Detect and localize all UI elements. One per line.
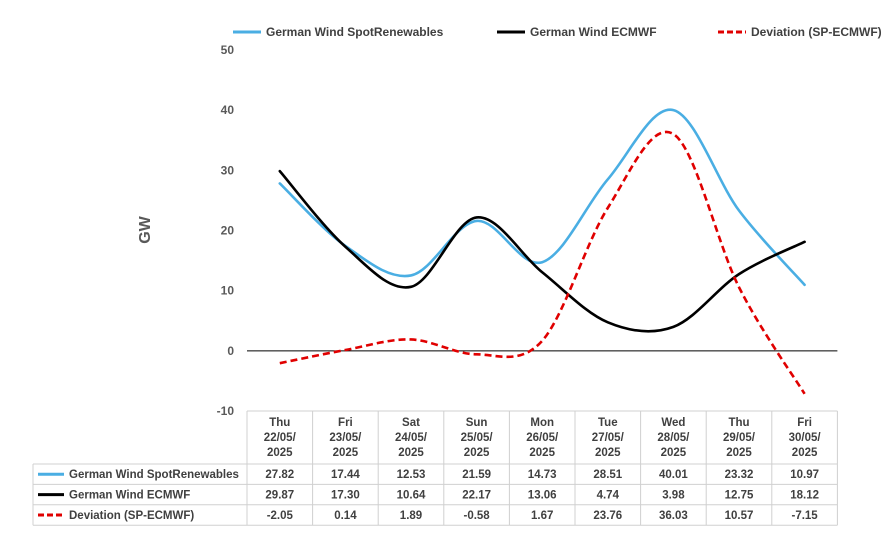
table-row-label: German Wind SpotRenewables [69, 469, 239, 481]
data-label: 13.06 [528, 490, 557, 502]
data-label: 23.76 [593, 510, 622, 522]
series-line-1 [278, 108, 806, 287]
x-tick-label: Mon [530, 417, 554, 429]
data-label: 0.14 [334, 510, 357, 522]
data-label: 1.67 [531, 510, 553, 522]
x-tick-label: 30/05/ [789, 432, 822, 444]
data-label: 21.59 [462, 469, 491, 481]
x-tick-label: Fri [797, 417, 812, 429]
x-tick-label: Wed [661, 417, 685, 429]
data-label: -0.58 [463, 510, 490, 522]
y-tick-label: 30 [221, 163, 235, 177]
y-axis-label: GW [137, 215, 154, 243]
data-label: 4.74 [597, 490, 620, 502]
series-line-3 [279, 130, 806, 395]
data-table: Thu 22/05/2025 Fri 23/05/2025 Sat 24/05/2025 S… [32, 410, 838, 526]
legend-label: Deviation (SP-ECMWF) [751, 25, 882, 39]
data-label: 22.17 [462, 490, 491, 502]
y-tick-label: 20 [221, 224, 235, 238]
x-tick-label: Thu [269, 417, 290, 429]
data-label: 23.32 [725, 469, 754, 481]
data-label: 17.44 [331, 469, 360, 481]
data-label: 1.89 [400, 510, 422, 522]
data-label: 28.51 [593, 469, 622, 481]
x-tick-label: 2025 [792, 447, 818, 459]
x-tick-label: 28/05/ [657, 432, 690, 444]
y-tick-label: 40 [221, 103, 235, 117]
x-tick-label: Sun [466, 417, 488, 429]
x-tick-label: 22/05/ [264, 432, 297, 444]
x-tick-label: 25/05/ [461, 432, 494, 444]
data-label: 27.82 [265, 469, 294, 481]
y-tick-label: -10 [217, 404, 235, 418]
legend-label: German Wind ECMWF [530, 25, 657, 39]
y-tick-label: 10 [221, 284, 235, 298]
x-tick-label: Tue [598, 417, 618, 429]
data-label: 10.97 [790, 469, 819, 481]
x-tick-label: 2025 [267, 447, 293, 459]
y-tick-label: 0 [227, 344, 234, 358]
data-label: 18.12 [790, 490, 819, 502]
data-label: 12.53 [397, 469, 426, 481]
data-label: 29.87 [265, 490, 294, 502]
x-tick-label: 24/05/ [395, 432, 428, 444]
x-tick-label: 2025 [726, 447, 752, 459]
x-tick-label: 2025 [595, 447, 621, 459]
x-tick-label: 26/05/ [526, 432, 559, 444]
x-tick-label: 2025 [529, 447, 555, 459]
x-tick-label: 2025 [661, 447, 687, 459]
x-tick-label: Thu [728, 417, 749, 429]
series-line-2 [278, 169, 806, 333]
data-label: 10.64 [397, 490, 426, 502]
table-row-label: German Wind ECMWF [69, 490, 190, 502]
data-label: 10.57 [725, 510, 754, 522]
x-tick-label: Sat [402, 417, 420, 429]
x-tick-label: 2025 [464, 447, 490, 459]
x-tick-label: Fri [338, 417, 353, 429]
x-tick-label: 27/05/ [592, 432, 625, 444]
y-axis-ticks: -10 0 10 20 30 40 50 [217, 43, 235, 418]
y-tick-label: 50 [221, 43, 235, 57]
data-label: 14.73 [528, 469, 557, 481]
data-label: -2.05 [267, 510, 294, 522]
data-label: 36.03 [659, 510, 688, 522]
legend: German Wind SpotRenewables German Wind EC… [233, 25, 882, 39]
table-row-label: Deviation (SP-ECMWF) [69, 510, 194, 522]
data-label: 3.98 [662, 490, 685, 502]
x-tick-label: 23/05/ [329, 432, 362, 444]
data-label: 17.30 [331, 490, 360, 502]
data-label: -7.15 [791, 510, 818, 522]
x-tick-label: 2025 [333, 447, 359, 459]
series-lines [278, 108, 806, 395]
data-label: 12.75 [725, 490, 754, 502]
x-tick-label: 2025 [398, 447, 424, 459]
x-tick-label: 29/05/ [723, 432, 756, 444]
legend-label: German Wind SpotRenewables [266, 25, 444, 39]
data-label: 40.01 [659, 469, 688, 481]
